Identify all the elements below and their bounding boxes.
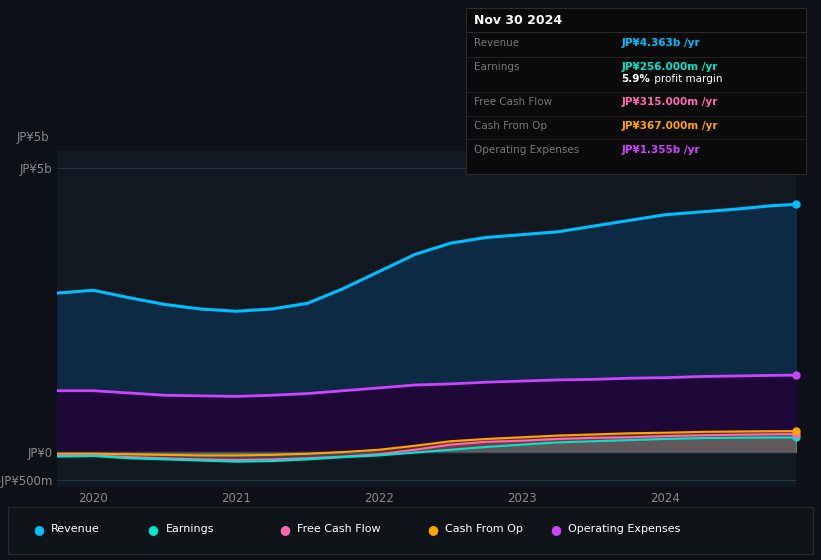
Text: ●: ● (279, 522, 290, 536)
Text: Free Cash Flow: Free Cash Flow (297, 524, 381, 534)
Text: Operating Expenses: Operating Expenses (474, 144, 579, 155)
Text: JP¥315.000m /yr: JP¥315.000m /yr (621, 97, 718, 108)
Text: Cash From Op: Cash From Op (445, 524, 523, 534)
Text: JP¥1.355b /yr: JP¥1.355b /yr (621, 144, 700, 155)
Text: Free Cash Flow: Free Cash Flow (474, 97, 552, 108)
Text: ●: ● (550, 522, 561, 536)
Text: Operating Expenses: Operating Expenses (568, 524, 681, 534)
Text: ●: ● (33, 522, 44, 536)
Text: ●: ● (148, 522, 158, 536)
Text: Revenue: Revenue (51, 524, 99, 534)
Text: Earnings: Earnings (474, 62, 519, 72)
Text: Nov 30 2024: Nov 30 2024 (474, 14, 562, 27)
Text: JP¥367.000m /yr: JP¥367.000m /yr (621, 121, 718, 131)
Text: ●: ● (427, 522, 438, 536)
Text: profit margin: profit margin (651, 74, 722, 84)
Text: Revenue: Revenue (474, 38, 519, 48)
Text: JP¥4.363b /yr: JP¥4.363b /yr (621, 38, 700, 48)
Text: JP¥5b: JP¥5b (16, 130, 49, 144)
Text: JP¥256.000m /yr: JP¥256.000m /yr (621, 62, 718, 72)
Text: Earnings: Earnings (166, 524, 214, 534)
Text: 5.9%: 5.9% (621, 74, 650, 84)
Text: Cash From Op: Cash From Op (474, 121, 547, 131)
